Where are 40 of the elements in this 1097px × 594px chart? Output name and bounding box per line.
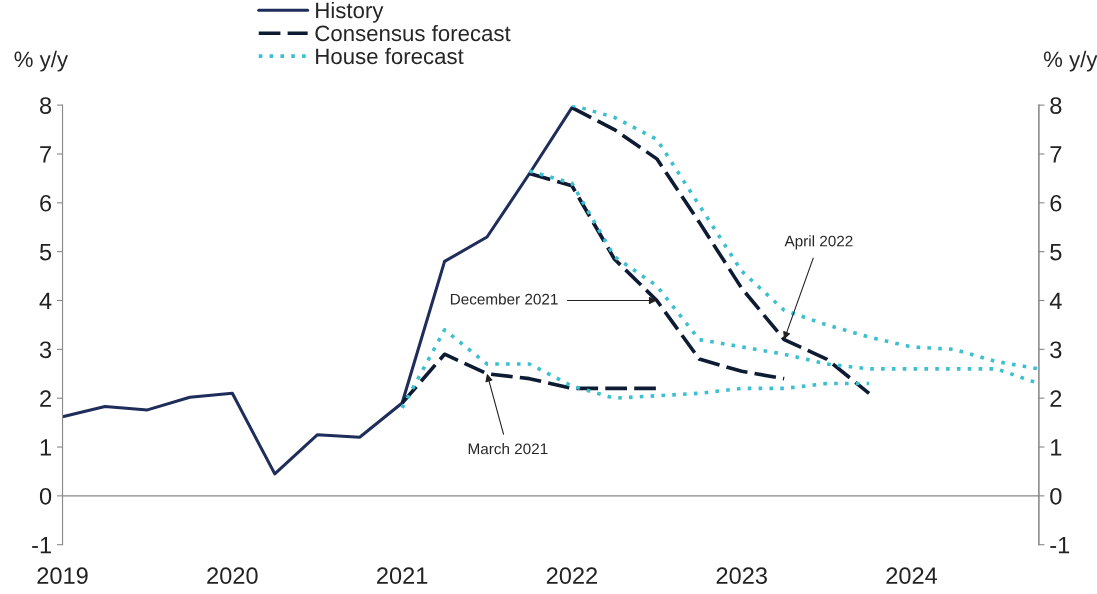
y-tick-label: 3 [39, 341, 52, 359]
legend-label: Consensus forecast [315, 24, 511, 42]
y-tick-label: 1 [40, 439, 51, 456]
y2-tick-label: 0 [1050, 487, 1062, 505]
annotation: December 2021 [450, 293, 558, 305]
line-series [400, 327, 871, 410]
annotation: April 2022 [784, 235, 853, 250]
y-tick-label: 6 [40, 194, 52, 212]
y2-tick-label: 2 [1050, 390, 1062, 407]
y2-tick-label: 4 [1049, 292, 1062, 310]
legend-label: History [316, 1, 384, 23]
y2-tick-label: 3 [1050, 341, 1062, 359]
line-series [400, 352, 659, 405]
y2-tick-label: 1 [1051, 439, 1062, 456]
legend-label: House forecast [316, 47, 464, 65]
x-tick-label: 2022 [546, 567, 597, 585]
line-series [62, 106, 574, 476]
x-tick-label: 2019 [37, 567, 88, 585]
x-tick-label: 2021 [377, 567, 428, 585]
y-tick-label: 5 [39, 243, 52, 261]
y2-tick-label: 7 [1050, 146, 1062, 163]
line-series [527, 171, 786, 381]
y2-tick-label: 5 [1050, 243, 1062, 261]
line-series [570, 105, 1039, 371]
y2-axis-title: % y/y [1043, 50, 1097, 72]
y-axis-title: % y/y [14, 50, 68, 72]
y-tick-label: 7 [40, 146, 51, 163]
y-tick-label: 2 [40, 390, 51, 407]
y-tick-label: 0 [39, 487, 52, 505]
y-tick-label: 4 [39, 292, 52, 310]
y-tick-label: -1 [32, 537, 51, 554]
x-tick-label: 2024 [886, 567, 938, 585]
x-tick-label: 2020 [207, 567, 258, 585]
x-tick-label: 2023 [716, 567, 767, 585]
y-tick-label: 8 [40, 97, 52, 114]
y2-tick-label: -1 [1050, 537, 1070, 554]
y2-tick-label: 6 [1050, 194, 1062, 212]
annotation: March 2021 [468, 443, 548, 455]
y2-tick-label: 8 [1050, 97, 1062, 114]
line-series [570, 105, 871, 396]
